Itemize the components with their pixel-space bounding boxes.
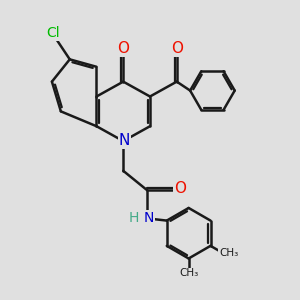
Text: O: O	[174, 181, 186, 196]
Text: O: O	[171, 41, 183, 56]
Text: Cl: Cl	[46, 26, 60, 40]
Text: CH₃: CH₃	[179, 268, 198, 278]
Text: O: O	[117, 41, 129, 56]
Text: CH₃: CH₃	[219, 248, 238, 258]
Text: H: H	[128, 211, 139, 225]
Text: N: N	[118, 133, 130, 148]
Text: N: N	[143, 211, 154, 225]
